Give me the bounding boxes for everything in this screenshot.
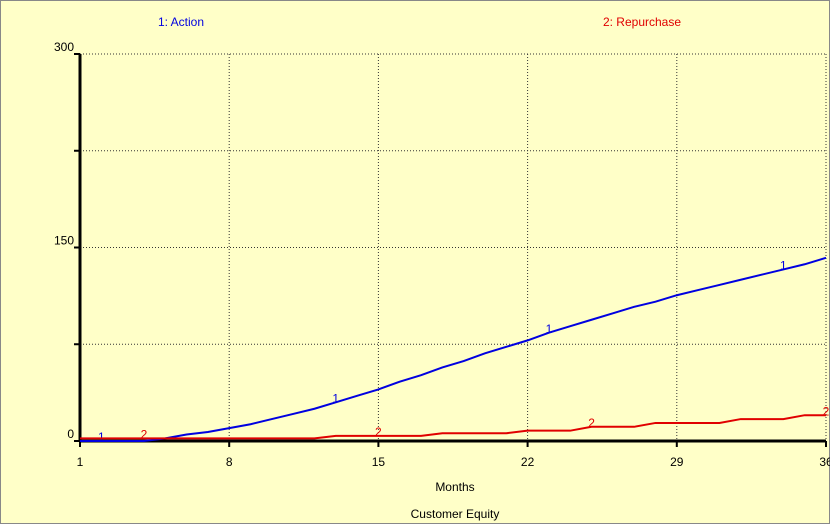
y-tick-label: 0 xyxy=(67,427,74,441)
series-marker: 1 xyxy=(780,259,787,273)
x-tick-label: 36 xyxy=(819,455,830,469)
series-marker: 2 xyxy=(823,404,830,418)
series-line xyxy=(80,256,827,442)
series-marker: 2 xyxy=(141,428,148,442)
x-tick-label: 1 xyxy=(77,455,84,469)
x-tick-label: 15 xyxy=(372,455,386,469)
series-marker: 2 xyxy=(588,416,595,430)
x-tick-label: 8 xyxy=(226,455,233,469)
x-tick-label: 29 xyxy=(670,455,684,469)
series-marker: 1 xyxy=(546,322,553,336)
chart-title: Customer Equity xyxy=(411,507,500,521)
x-tick-label: 22 xyxy=(521,455,535,469)
legend-entry: 2: Repurchase xyxy=(603,15,681,29)
y-tick-label: 300 xyxy=(54,40,74,54)
legend-entry: 1: Action xyxy=(158,15,204,29)
x-axis-label: Months xyxy=(435,480,474,494)
series-marker: 1 xyxy=(98,430,105,444)
series-marker: 1 xyxy=(332,391,339,405)
series-line xyxy=(80,414,826,440)
series-marker: 2 xyxy=(375,425,382,439)
y-tick-label: 150 xyxy=(54,234,74,248)
